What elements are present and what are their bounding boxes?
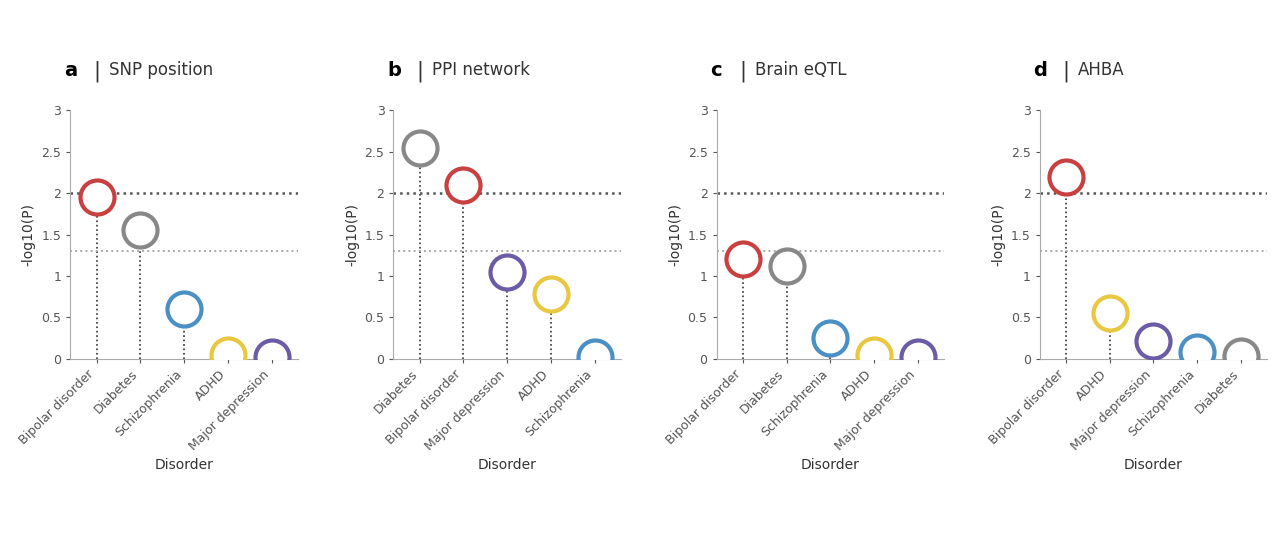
Text: |: | — [93, 61, 100, 82]
X-axis label: Disorder: Disorder — [155, 458, 214, 473]
Point — [131, 226, 151, 235]
Point — [410, 143, 430, 152]
Point — [453, 181, 474, 189]
Text: d: d — [1033, 61, 1047, 79]
Text: AHBA: AHBA — [1078, 61, 1125, 79]
Y-axis label: -log10(P): -log10(P) — [22, 203, 36, 266]
Y-axis label: -log10(P): -log10(P) — [344, 203, 358, 266]
Point — [1143, 336, 1164, 345]
Y-axis label: -log10(P): -log10(P) — [991, 203, 1005, 266]
Text: a: a — [64, 61, 77, 79]
X-axis label: Disorder: Disorder — [477, 458, 536, 473]
Y-axis label: -log10(P): -log10(P) — [668, 203, 682, 266]
Point — [908, 353, 928, 362]
Point — [261, 353, 282, 362]
Point — [1230, 352, 1251, 361]
Point — [1100, 309, 1120, 318]
Point — [732, 255, 753, 264]
Point — [777, 262, 797, 270]
Point — [87, 192, 108, 201]
Text: PPI network: PPI network — [431, 61, 530, 79]
Point — [864, 351, 884, 359]
Point — [497, 268, 517, 277]
X-axis label: Disorder: Disorder — [1124, 458, 1183, 473]
Text: Brain eQTL: Brain eQTL — [755, 61, 846, 79]
Text: b: b — [387, 61, 401, 79]
Point — [585, 353, 605, 362]
Point — [540, 290, 561, 299]
Point — [1187, 348, 1207, 357]
Text: SNP position: SNP position — [109, 61, 212, 79]
X-axis label: Disorder: Disorder — [801, 458, 860, 473]
Point — [174, 305, 195, 314]
Text: |: | — [1062, 61, 1070, 82]
Text: |: | — [740, 61, 746, 82]
Point — [218, 351, 238, 359]
Point — [820, 333, 841, 342]
Text: c: c — [710, 61, 722, 79]
Point — [1056, 172, 1076, 181]
Text: |: | — [416, 61, 424, 82]
